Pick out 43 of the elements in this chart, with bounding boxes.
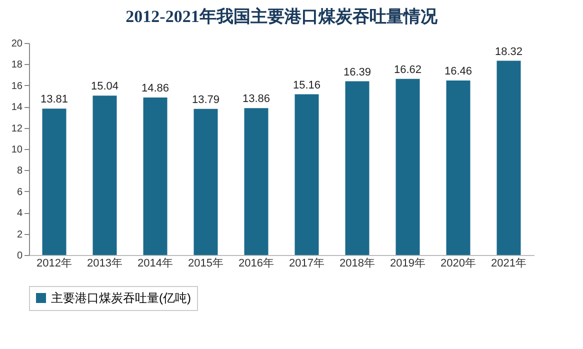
y-tick-label: 4 [16,208,23,220]
x-tick-label: 2021年 [491,258,526,270]
bar [294,94,319,255]
data-label: 15.16 [292,79,321,92]
data-label: 15.04 [90,80,119,93]
y-tick-label: 12 [11,123,23,134]
data-label: 13.79 [192,94,220,106]
x-tick-label: 2012年 [36,258,72,270]
data-label: 16.39 [343,66,372,78]
bar [446,80,470,255]
data-label: 16.46 [444,66,472,78]
x-tick-label: 2016年 [238,258,274,270]
y-tick-label: 6 [16,186,23,198]
data-label: 18.32 [494,46,523,58]
bar [496,60,521,255]
bar [244,108,268,255]
bar [194,108,218,255]
y-tick-label: 10 [11,144,23,156]
x-tick-label: 2018年 [340,258,375,270]
y-tick-label: 0 [16,250,23,262]
x-tick-label: 2015年 [188,258,224,270]
y-tick-label: 16 [11,80,23,92]
y-tick-label: 2 [16,229,23,240]
x-tick-label: 2020年 [440,258,476,270]
legend-label: 主要港口煤炭吞吐量(亿吨) [51,291,191,305]
x-tick-label: 2017年 [289,258,324,270]
data-label: 13.86 [242,93,270,106]
bar [42,108,66,255]
bar [345,81,370,255]
data-label: 16.62 [394,64,422,76]
x-tick-label: 2014年 [138,258,173,270]
y-tick-label: 18 [11,60,23,71]
chart-title: 2012-2021年我国主要港口煤炭吞吐量情况 [126,7,438,26]
bar [396,78,420,255]
data-label: 13.81 [40,94,68,106]
y-tick-label: 8 [16,166,23,177]
x-tick-label: 2013年 [87,258,122,270]
y-tick-label: 20 [11,38,23,50]
y-tick-label: 14 [11,102,23,114]
data-label: 14.86 [141,82,170,94]
x-tick-label: 2019年 [390,258,426,270]
bar [92,96,117,255]
bar [143,97,168,255]
